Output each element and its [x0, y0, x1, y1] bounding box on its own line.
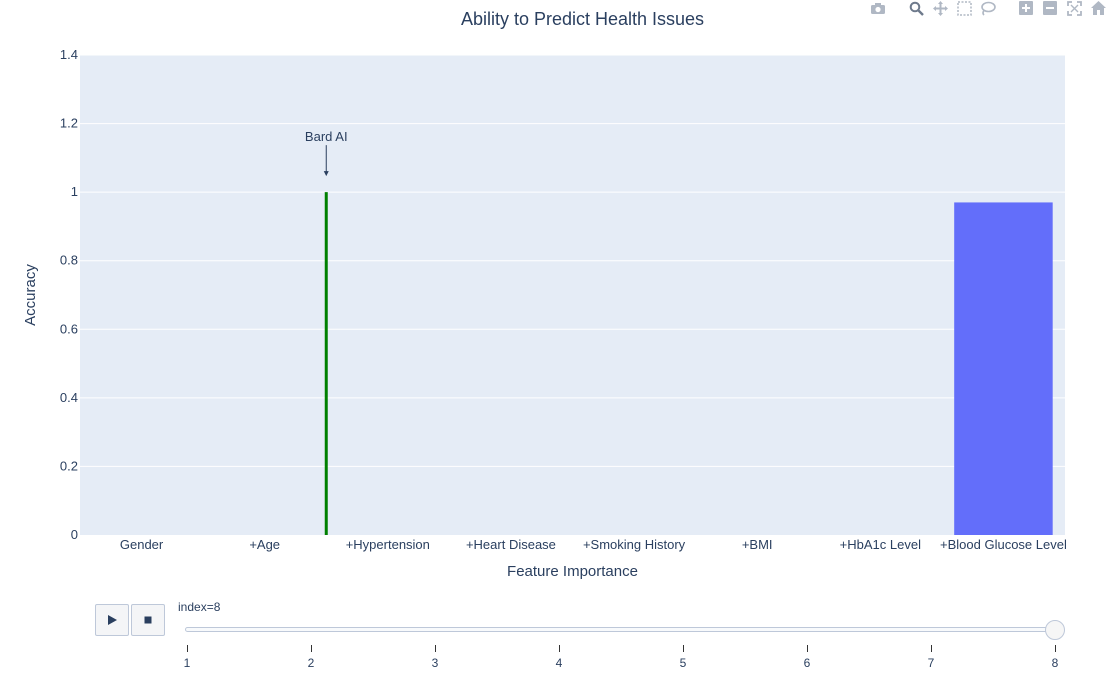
slider-tick — [683, 645, 684, 652]
slider-tick — [311, 645, 312, 652]
slider-tick-label[interactable]: 1 — [183, 656, 191, 670]
y-tick-label: 1 — [71, 184, 78, 199]
stop-icon — [144, 616, 152, 624]
x-tick-label: +Blood Glucose Level — [940, 537, 1067, 552]
slider-tick-label[interactable]: 7 — [927, 656, 935, 670]
y-tick-label: 0.6 — [60, 321, 78, 336]
x-tick-label: +Heart Disease — [466, 537, 556, 552]
autoscale-icon[interactable] — [1065, 0, 1083, 16]
slider-tick — [559, 645, 560, 652]
y-tick-label: 1.2 — [60, 116, 78, 131]
reset-axes-icon[interactable] — [1089, 0, 1107, 16]
zoom-in-icon[interactable] — [1017, 0, 1035, 16]
x-tick-label: +HbA1c Level — [840, 537, 921, 552]
play-icon — [108, 615, 117, 625]
y-axis-title: Accuracy — [22, 264, 39, 326]
y-tick-label: 0.8 — [60, 253, 78, 268]
modebar — [869, 0, 1107, 16]
slider-tick — [807, 645, 808, 652]
x-tick-label: +Smoking History — [583, 537, 686, 552]
slider-tick-label[interactable]: 3 — [431, 656, 439, 670]
x-tick-label: +BMI — [742, 537, 773, 552]
slider-tick — [187, 645, 188, 652]
y-tick-label: 1.4 — [60, 47, 78, 62]
y-tick-label: 0.2 — [60, 458, 78, 473]
x-tick-label: +Age — [249, 537, 280, 552]
stop-button[interactable] — [131, 604, 165, 636]
x-axis-title: Feature Importance — [507, 563, 638, 580]
slider-tick — [931, 645, 932, 652]
plot-area[interactable] — [80, 55, 1065, 535]
lasso-select-icon[interactable] — [979, 0, 997, 16]
bar-blood-glucose-level[interactable] — [954, 202, 1053, 535]
chart-title: Ability to Predict Health Issues — [461, 9, 704, 29]
play-button[interactable] — [95, 604, 129, 636]
annotation-arrowhead — [323, 171, 329, 177]
zoom-out-icon[interactable] — [1041, 0, 1059, 16]
slider-tick-label[interactable]: 8 — [1051, 656, 1059, 670]
annotation-label: Bard AI — [305, 129, 348, 144]
slider-tick-label[interactable]: 2 — [307, 656, 315, 670]
slider-tick-label[interactable]: 6 — [803, 656, 811, 670]
slider-tick-label[interactable]: 4 — [555, 656, 563, 670]
slider-rail[interactable] — [185, 627, 1057, 632]
x-tick-label: +Hypertension — [346, 537, 430, 552]
box-select-icon[interactable] — [955, 0, 973, 16]
x-tick-label: Gender — [120, 537, 164, 552]
zoom-icon[interactable] — [907, 0, 925, 16]
animation-controls — [95, 604, 167, 636]
y-tick-label: 0.4 — [60, 390, 78, 405]
y-tick-label: 0 — [71, 527, 78, 542]
slider-tick — [435, 645, 436, 652]
slider-tick — [1055, 645, 1056, 652]
slider-current-label: index=8 — [178, 600, 221, 614]
slider-handle[interactable] — [1045, 620, 1065, 640]
pan-icon[interactable] — [931, 0, 949, 16]
slider-tick-label[interactable]: 5 — [679, 656, 687, 670]
camera-icon[interactable] — [869, 0, 887, 16]
